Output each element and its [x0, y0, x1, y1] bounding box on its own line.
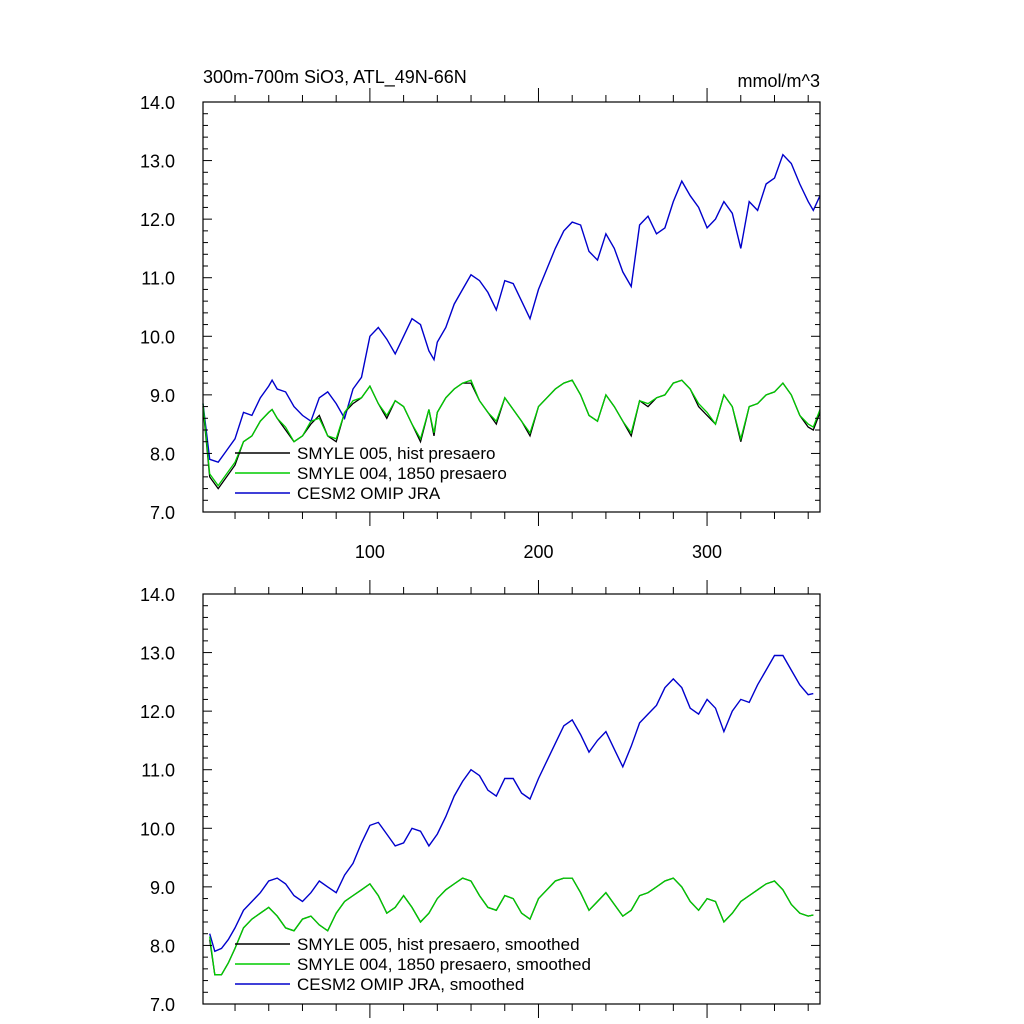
y-tick-label: 14.0 [140, 93, 175, 113]
y-tick-label: 11.0 [141, 761, 175, 781]
series-line-omip [202, 153, 821, 464]
y-tick-label: 13.0 [140, 152, 175, 172]
y-tick-label: 14.0 [140, 585, 175, 605]
legend-label: CESM2 OMIP JRA, smoothed [297, 975, 524, 994]
x-tick-label: 100 [355, 542, 385, 562]
units-label: mmol/m^3 [738, 71, 820, 91]
y-tick-label: 7.0 [150, 503, 175, 523]
legend-label: CESM2 OMIP JRA [297, 484, 441, 503]
y-tick-label: 9.0 [150, 386, 175, 406]
top-panel: 7.0 8.0 9.0 10.0 11.0 12.0 13.0 14.0 100 200 300 SM… [140, 88, 821, 562]
plot-frame [202, 101, 821, 513]
legend-label: SMYLE 004, 1850 presaero, smoothed [297, 955, 591, 974]
y-tick-label: 9.0 [150, 878, 175, 898]
series-line-smyle004 [202, 379, 821, 487]
y-tick-label: 11.0 [141, 269, 175, 289]
x-tick-label: 300 [692, 542, 722, 562]
legend-label: SMYLE 004, 1850 presaero [297, 464, 507, 483]
legend-label: SMYLE 005, hist presaero, smoothed [297, 935, 580, 954]
legend-label: SMYLE 005, hist presaero [297, 444, 495, 463]
x-tick-label: 200 [523, 542, 553, 562]
y-tick-label: 10.0 [140, 327, 175, 347]
y-tick-label: 10.0 [140, 819, 175, 839]
y-tick-label: 8.0 [150, 936, 175, 956]
chart-title: 300m-700m SiO3, ATL_49N-66N [203, 67, 467, 88]
series-line-smyle004 [209, 877, 814, 976]
y-tick-label: 7.0 [150, 995, 175, 1015]
y-tick-label: 12.0 [140, 702, 175, 722]
series-line-smyle005 [202, 379, 821, 490]
y-tick-label: 8.0 [150, 444, 175, 464]
y-tick-label: 12.0 [140, 210, 175, 230]
y-tick-label: 13.0 [140, 644, 175, 664]
plot-frame [202, 593, 821, 1005]
bottom-panel: 7.0 8.0 9.0 10.0 11.0 12.0 13.0 14.0 SMYLE 005, … [140, 580, 821, 1018]
series-line-omip [209, 654, 814, 953]
